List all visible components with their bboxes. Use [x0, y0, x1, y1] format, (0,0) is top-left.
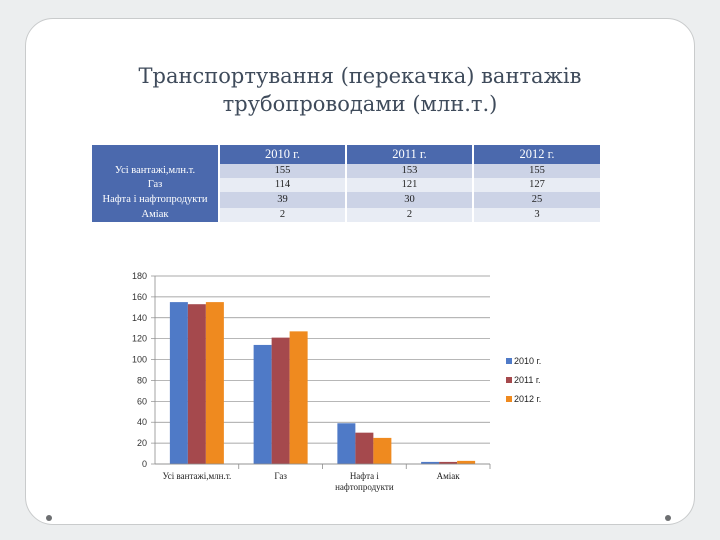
- bar: [169, 302, 188, 464]
- y-tick-label: 0: [142, 459, 147, 469]
- table-header-blank: [92, 145, 219, 164]
- bar: [337, 423, 356, 464]
- y-tick-label: 100: [132, 355, 147, 365]
- y-tick-label: 160: [132, 292, 147, 302]
- y-tick-label: 120: [132, 334, 147, 344]
- table-cell: 153: [345, 164, 473, 178]
- table-row: Газ 114 121 127: [92, 178, 600, 192]
- table-header-2012: 2012 г.: [472, 145, 600, 164]
- table-cell: 3: [472, 208, 600, 222]
- table-row: Нафта і нафтопродукти 39 30 25: [92, 192, 600, 208]
- bar: [439, 461, 458, 464]
- bar: [205, 302, 224, 464]
- y-tick-label: 20: [137, 438, 147, 448]
- legend-swatch: [506, 377, 512, 383]
- table-header-2010: 2010 г.: [218, 145, 346, 164]
- table-cell: 2: [218, 208, 346, 222]
- table-cell: 30: [345, 192, 473, 208]
- table-cell: 2: [345, 208, 473, 222]
- category-label: Газ: [274, 471, 287, 481]
- bar: [373, 437, 392, 464]
- slide-title-line-1: Транспортування (перекачка) вантажів: [138, 64, 582, 88]
- data-table: 2010 г. 2011 г. 2012 г. Усі вантажі,млн.…: [92, 145, 600, 222]
- y-tick-label: 40: [137, 417, 147, 427]
- table-cell: 121: [345, 178, 473, 192]
- legend-label: 2010 г.: [514, 356, 541, 366]
- table-cell: 25: [472, 192, 600, 208]
- y-tick-label: 180: [132, 271, 147, 281]
- table-row: Усі вантажі,млн.т. 155 153 155: [92, 164, 600, 178]
- category-label: Аміак: [437, 471, 461, 481]
- y-tick-label: 140: [132, 313, 147, 323]
- category-label: Усі вантажі,млн.т.: [163, 471, 232, 481]
- legend-swatch: [506, 358, 512, 364]
- bar: [355, 432, 374, 464]
- table-row-label: Аміак: [92, 208, 219, 222]
- table-header-row: 2010 г. 2011 г. 2012 г.: [92, 145, 600, 164]
- bar: [187, 304, 206, 464]
- table-header-2011: 2011 г.: [345, 145, 473, 164]
- left-bullet-dot: [46, 515, 52, 521]
- table-cell: 155: [472, 164, 600, 178]
- bar: [421, 461, 440, 464]
- slide-title: Транспортування (перекачка) вантажів тру…: [60, 62, 660, 118]
- table-row-label: Нафта і нафтопродукти: [92, 192, 219, 208]
- table-cell: 39: [218, 192, 346, 208]
- legend-swatch: [506, 396, 512, 402]
- right-bullet-dot: [665, 515, 671, 521]
- table-row-label: Усі вантажі,млн.т.: [92, 164, 219, 178]
- y-tick-label: 60: [137, 396, 147, 406]
- bar: [289, 331, 308, 464]
- y-tick-label: 80: [137, 375, 147, 385]
- legend-label: 2012 г.: [514, 394, 541, 404]
- table-cell: 155: [218, 164, 346, 178]
- slide-title-line-2: трубопроводами (млн.т.): [222, 92, 498, 116]
- table-cell: 114: [218, 178, 346, 192]
- category-label: Нафта і нафтопродукти: [335, 471, 394, 492]
- legend-label: 2011 г.: [514, 375, 541, 385]
- bar: [457, 460, 476, 464]
- table-row: Аміак 2 2 3: [92, 208, 600, 222]
- table-cell: 127: [472, 178, 600, 192]
- bar: [253, 344, 272, 464]
- table-row-label: Газ: [92, 178, 219, 192]
- bar: [271, 337, 290, 464]
